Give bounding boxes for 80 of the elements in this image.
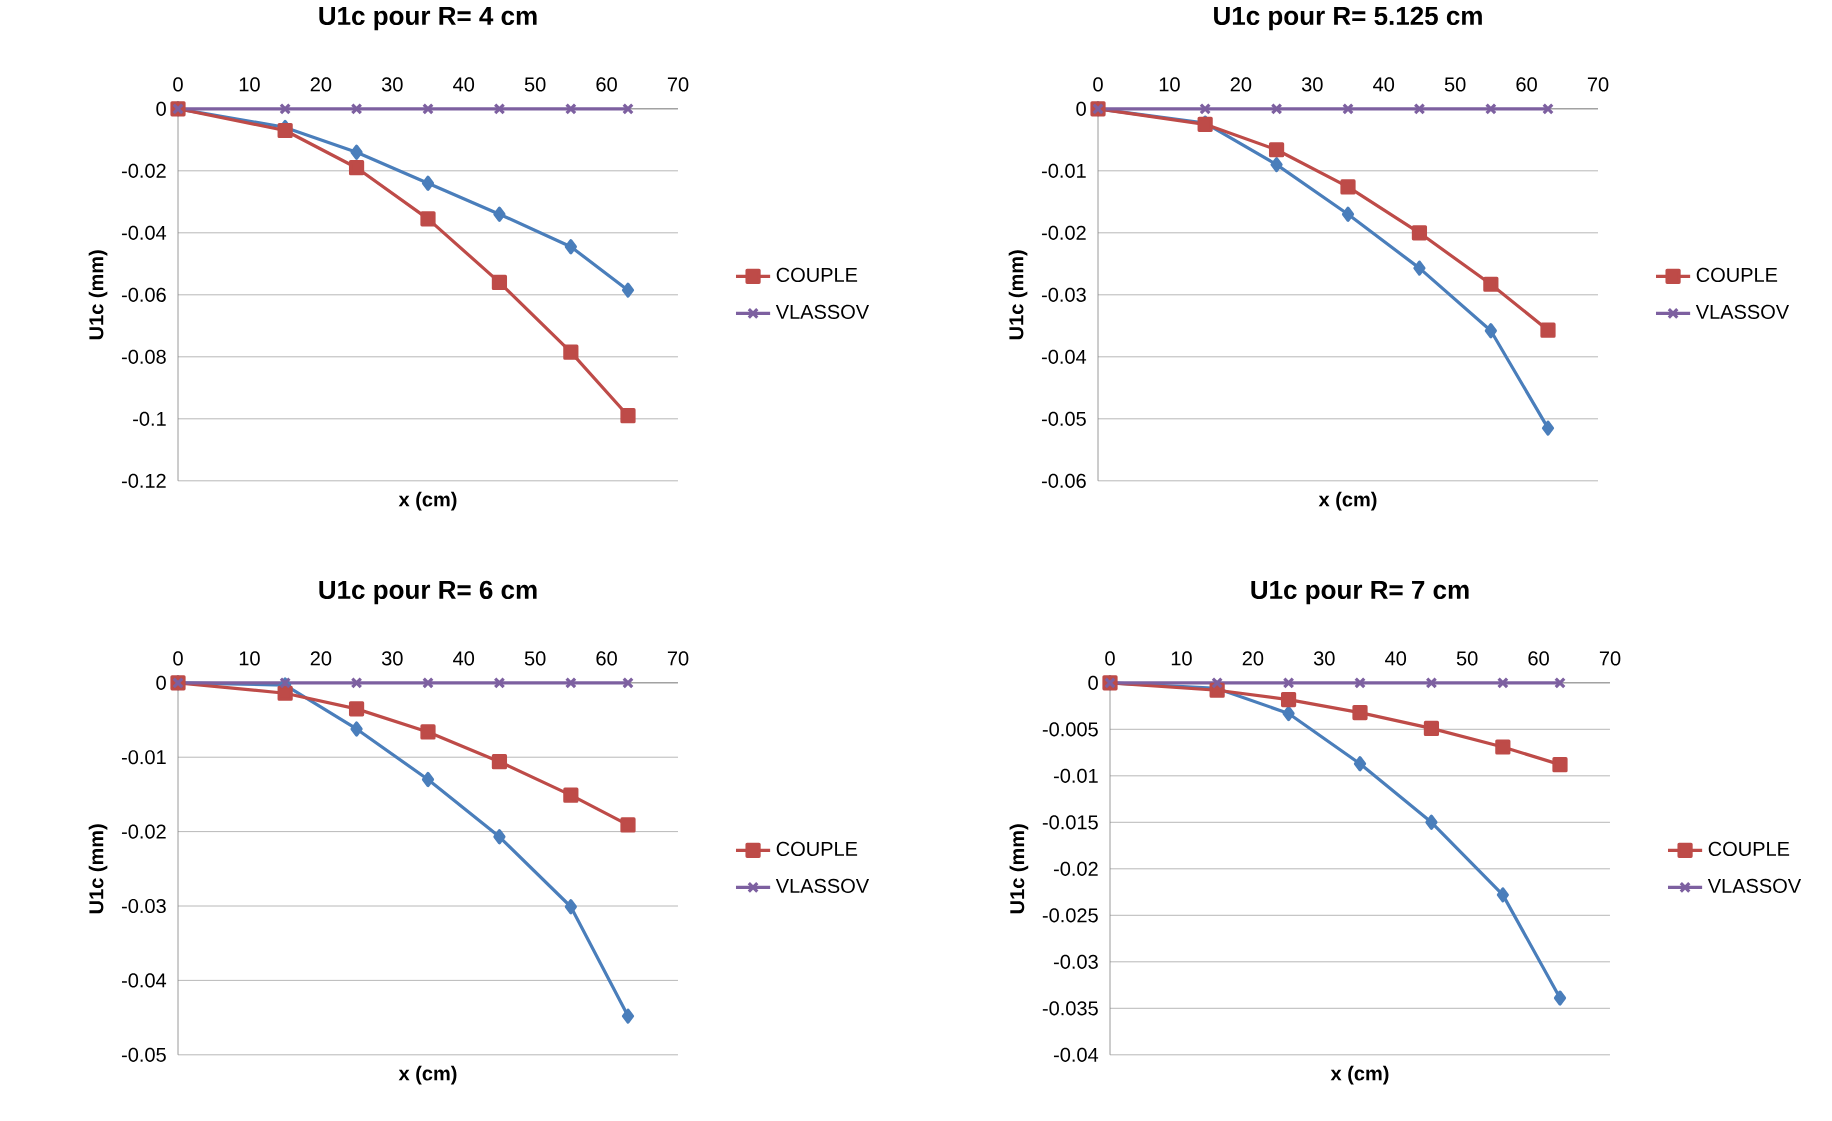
x-tick-label: 20: [310, 77, 332, 92]
x-tick-label: 50: [524, 651, 546, 666]
x-tick-label: 10: [1159, 77, 1180, 92]
x-tick-label: 20: [1230, 77, 1252, 92]
x-tick-label: 0: [173, 651, 183, 666]
x-axis-title: x (cm): [1318, 491, 1377, 511]
x-tick-label: 50: [1444, 77, 1466, 92]
y-tick-label: -0.01: [1041, 163, 1086, 178]
y-tick-label: -0.03: [1053, 954, 1098, 969]
y-axis-title: U1c (mm): [1009, 824, 1029, 914]
chart-title: U1c pour R= 4 cm: [319, 7, 537, 31]
x-tick-label: 30: [1313, 651, 1335, 666]
x-tick-label: 70: [1599, 651, 1621, 666]
y-tick-label: -0.03: [121, 899, 166, 914]
y-tick-label: -0.01: [121, 750, 166, 765]
y-tick-label: 0: [1088, 675, 1098, 690]
legend-label: VLASSOV: [1695, 304, 1790, 320]
y-tick-label: 0: [1076, 101, 1086, 116]
legend-label: COUPLE: [776, 267, 858, 283]
y-tick-label: -0.02: [1053, 861, 1098, 876]
y-tick-label: -0.06: [1041, 473, 1086, 488]
y-tick-label: -0.02: [121, 824, 166, 839]
y-tick-label: 0: [156, 101, 166, 116]
x-tick-label: 10: [239, 77, 260, 92]
y-tick-label: -0.01: [1053, 768, 1098, 783]
y-tick-label: -0.03: [1041, 287, 1086, 302]
legend-label: VLASSOV: [775, 878, 870, 894]
y-tick-label: -0.06: [121, 287, 166, 302]
y-tick-label: -0.08: [121, 349, 166, 364]
x-tick-label: 50: [1456, 651, 1478, 666]
y-tick-label: -0.1: [133, 411, 166, 426]
y-tick-label: -0.02: [121, 163, 166, 178]
chart-title: U1c pour R= 7 cm: [1251, 581, 1469, 605]
x-tick-label: 40: [1373, 77, 1395, 92]
x-tick-label: 20: [1242, 651, 1264, 666]
x-tick-label: 30: [381, 77, 403, 92]
x-axis-title: x (cm): [1330, 1065, 1389, 1085]
x-tick-label: 60: [596, 77, 617, 92]
y-tick-label: -0.02: [1041, 225, 1086, 240]
y-tick-label: -0.04: [121, 973, 167, 988]
x-tick-label: 0: [173, 77, 183, 92]
legend-label: VLASSOV: [1707, 878, 1802, 894]
x-tick-label: 50: [524, 77, 546, 92]
x-tick-label: 70: [667, 651, 689, 666]
y-tick-label: -0.04: [1053, 1047, 1099, 1062]
y-tick-label: -0.015: [1042, 815, 1098, 830]
y-tick-label: -0.04: [121, 225, 167, 240]
legend-label: COUPLE: [776, 841, 858, 857]
y-axis-title: U1c (mm): [88, 250, 108, 340]
y-tick-label: -0.025: [1042, 908, 1098, 923]
y-tick-label: -0.12: [121, 473, 166, 488]
x-tick-label: 60: [596, 651, 617, 666]
x-tick-label: 60: [1528, 651, 1549, 666]
y-tick-label: -0.05: [1041, 411, 1086, 426]
y-axis-title: U1c (mm): [88, 824, 108, 914]
x-tick-label: 40: [453, 77, 475, 92]
y-tick-label: -0.04: [1041, 349, 1087, 364]
x-tick-label: 20: [310, 651, 332, 666]
y-tick-label: -0.005: [1042, 722, 1098, 737]
x-tick-label: 30: [381, 651, 403, 666]
x-tick-label: 60: [1516, 77, 1537, 92]
legend-label: COUPLE: [1708, 841, 1790, 857]
x-tick-label: 70: [1587, 77, 1609, 92]
legend-label: COUPLE: [1696, 267, 1778, 283]
x-tick-label: 0: [1105, 651, 1115, 666]
y-tick-label: -0.035: [1042, 1001, 1098, 1016]
x-tick-label: 30: [1301, 77, 1323, 92]
x-tick-label: 40: [1385, 651, 1407, 666]
y-tick-label: 0: [156, 675, 166, 690]
legend-label: VLASSOV: [775, 304, 870, 320]
x-axis-title: x (cm): [398, 1065, 457, 1085]
chart-title: U1c pour R= 5.125 cm: [1214, 6, 1482, 31]
y-tick-label: -0.05: [121, 1047, 166, 1062]
x-tick-label: 10: [239, 651, 260, 666]
x-tick-label: 70: [667, 77, 689, 92]
x-axis-title: x (cm): [398, 491, 457, 511]
x-tick-label: 40: [453, 651, 475, 666]
chart-title: U1c pour R= 6 cm: [319, 580, 537, 605]
y-axis-title: U1c (mm): [1008, 250, 1028, 340]
x-tick-label: 10: [1171, 651, 1192, 666]
